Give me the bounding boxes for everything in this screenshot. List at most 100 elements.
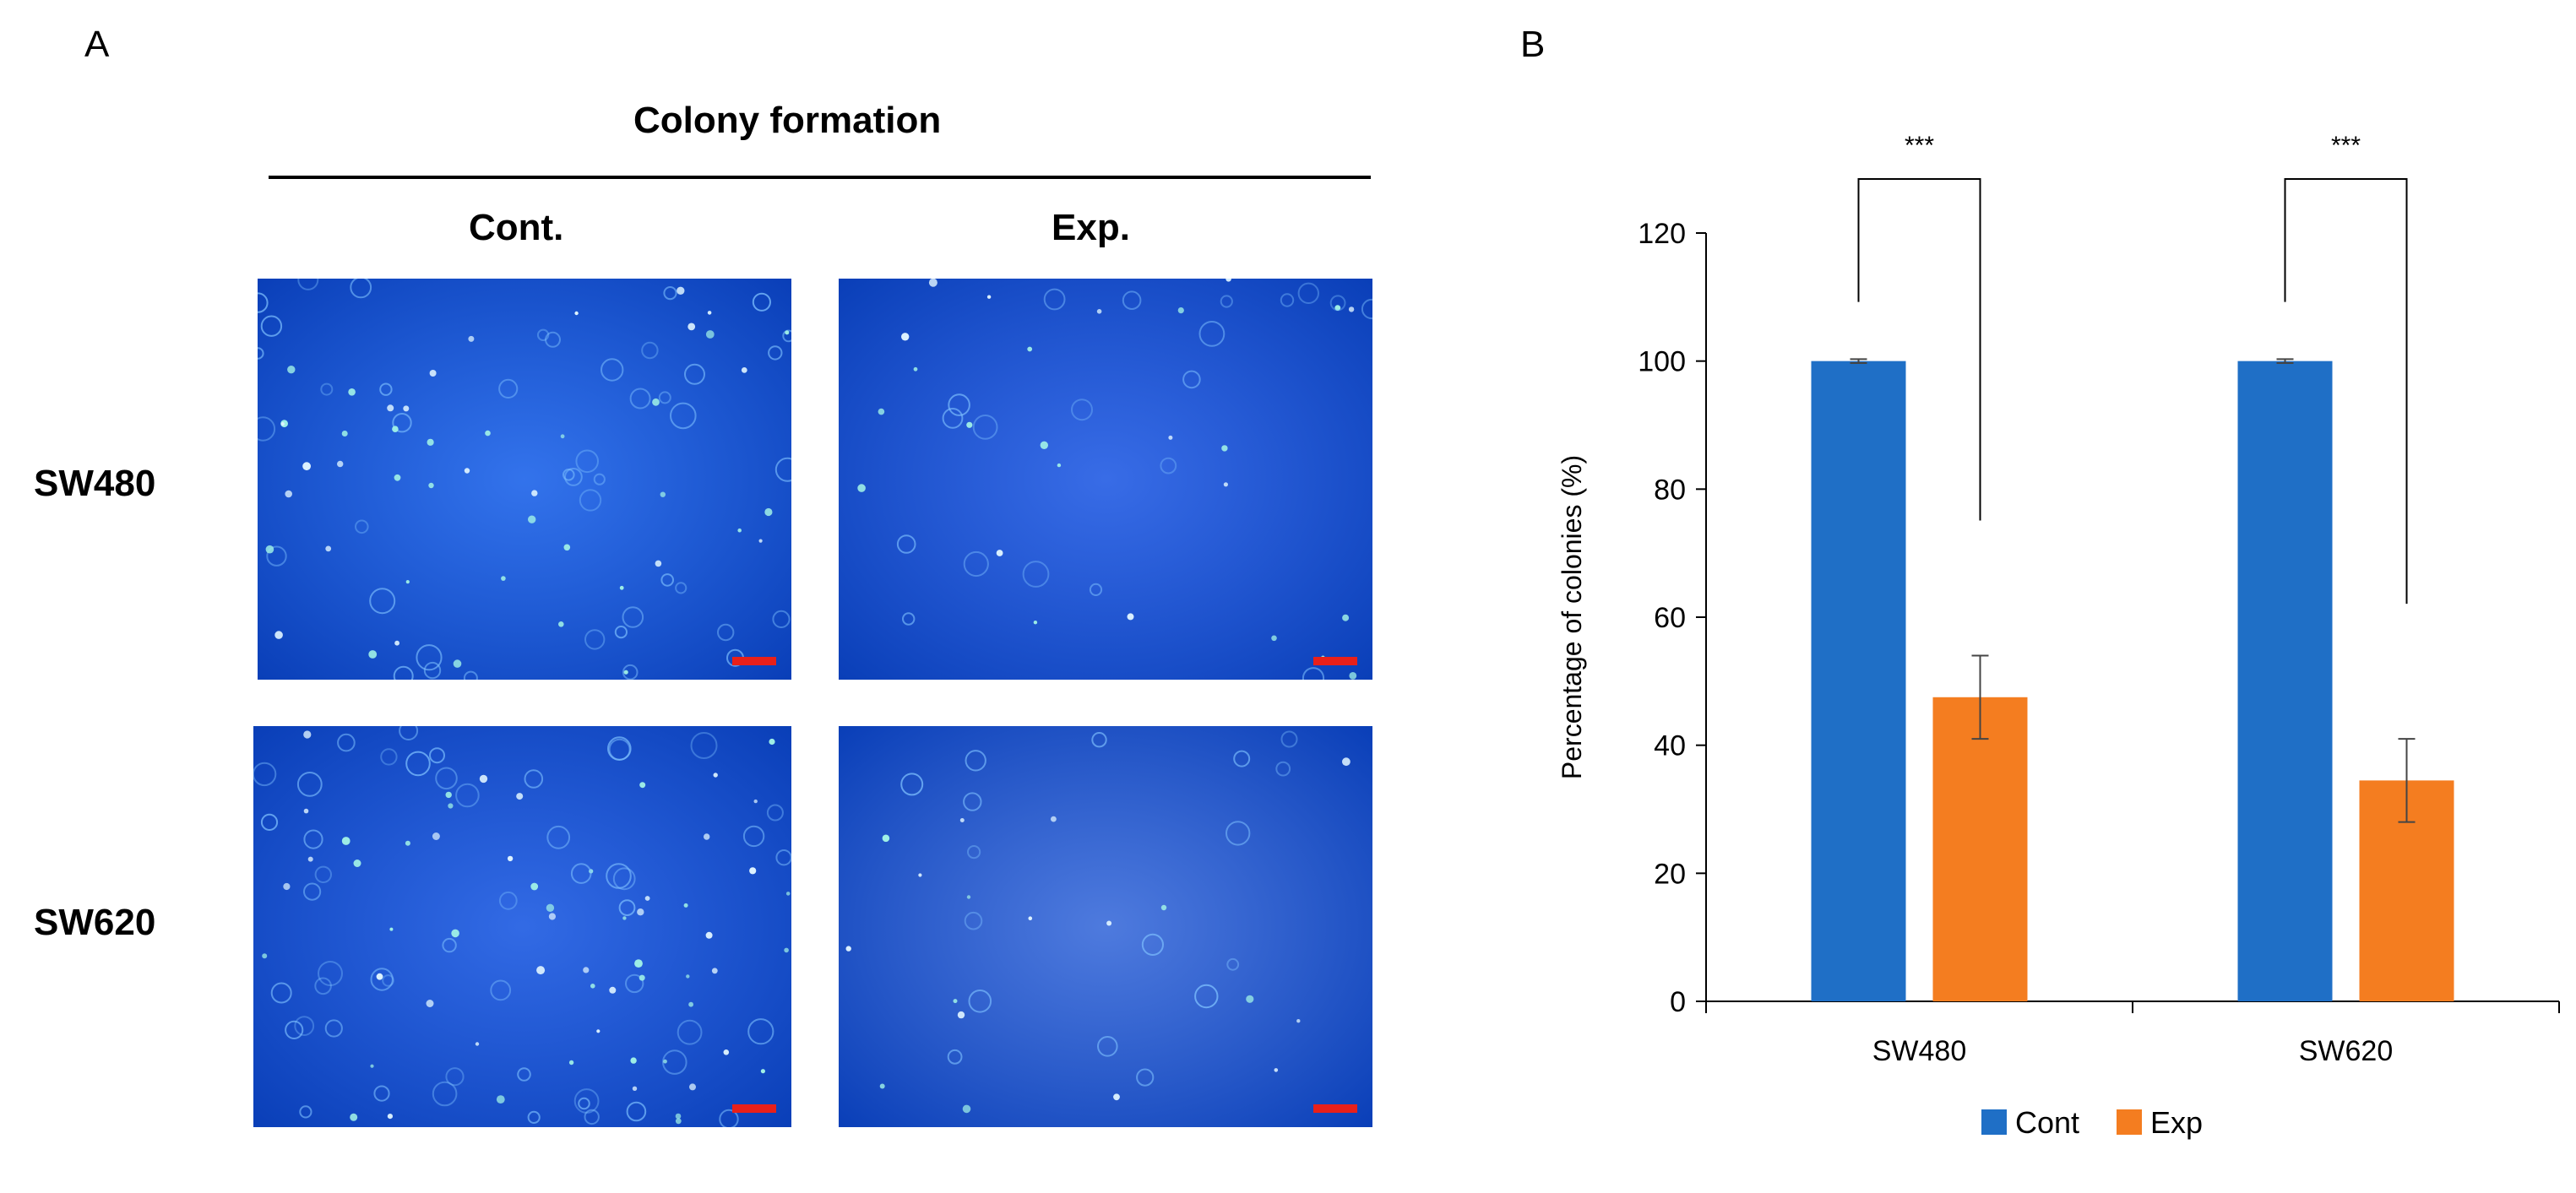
colony — [297, 279, 319, 290]
significance-bracket — [1857, 178, 1981, 521]
colony — [655, 560, 662, 567]
colony — [639, 974, 645, 981]
colony — [737, 528, 742, 533]
bar-cont-sw620 — [2237, 361, 2333, 1002]
colony — [1274, 1068, 1279, 1072]
colony — [629, 388, 651, 409]
colony — [546, 825, 571, 849]
colony — [318, 961, 343, 986]
colony — [683, 903, 688, 908]
colony — [1113, 1093, 1120, 1101]
colony — [857, 484, 866, 492]
colony — [524, 769, 544, 789]
colony — [355, 519, 369, 534]
colony — [389, 927, 394, 931]
colony — [1091, 732, 1107, 748]
colony — [545, 331, 561, 348]
colony — [959, 818, 965, 822]
colony — [370, 968, 394, 991]
colony — [516, 793, 524, 800]
colony — [468, 335, 475, 342]
colony — [967, 845, 981, 860]
colony — [947, 1049, 963, 1065]
row-label-sw620: SW620 — [34, 902, 156, 943]
colony — [498, 378, 519, 399]
colony — [782, 329, 791, 343]
colony — [536, 328, 550, 342]
colony — [564, 468, 583, 486]
micrograph-sw480-exp — [839, 279, 1372, 680]
colony — [609, 986, 617, 994]
colony — [1022, 561, 1050, 588]
colony — [1160, 904, 1167, 911]
colony — [752, 292, 772, 312]
colony — [986, 295, 992, 299]
colony — [432, 832, 440, 840]
colony — [1342, 614, 1350, 621]
colony — [662, 1049, 687, 1075]
colony — [957, 1011, 965, 1019]
colony — [966, 895, 971, 899]
colony — [393, 665, 414, 680]
colony — [455, 783, 480, 808]
scale-bar — [732, 1104, 776, 1113]
colony — [785, 330, 790, 335]
colony — [614, 626, 628, 639]
colony — [1177, 307, 1184, 314]
colony — [453, 659, 462, 668]
colony — [376, 973, 383, 980]
micrograph-background — [253, 726, 791, 1127]
colony — [658, 391, 671, 404]
colony — [963, 792, 982, 811]
colony — [403, 405, 410, 412]
colony — [584, 1109, 600, 1125]
colony — [741, 367, 747, 373]
colony — [845, 946, 851, 952]
colony — [303, 829, 323, 849]
colony — [405, 580, 410, 584]
micrograph-sw480-cont — [258, 279, 791, 680]
colony — [753, 799, 758, 804]
colony — [742, 825, 765, 848]
colony — [968, 990, 992, 1013]
colony — [1220, 295, 1233, 308]
colony — [405, 840, 410, 846]
colony — [900, 773, 924, 796]
colony — [463, 670, 478, 680]
legend-label-exp: Exp — [2150, 1105, 2203, 1140]
colony — [578, 1097, 590, 1110]
colony — [429, 370, 437, 377]
colony — [1280, 293, 1295, 307]
colony — [546, 903, 555, 912]
colony — [575, 449, 600, 474]
colony — [634, 959, 643, 968]
colony — [392, 413, 412, 433]
y-tick-label: 60 — [1654, 602, 1686, 634]
colony — [1348, 306, 1355, 312]
colony — [1182, 370, 1201, 389]
colony — [1127, 613, 1134, 621]
colony — [1233, 750, 1251, 767]
colony — [896, 534, 916, 554]
colony — [270, 982, 292, 1004]
colony — [517, 1067, 531, 1082]
colony — [1297, 282, 1319, 304]
colony — [675, 1113, 682, 1120]
colony — [1302, 667, 1325, 680]
colony — [663, 1059, 667, 1064]
colony — [1246, 995, 1254, 1003]
colony — [713, 773, 718, 778]
scale-bar — [732, 657, 776, 665]
colony — [528, 515, 536, 523]
colony — [260, 315, 283, 337]
row-label-sw480: SW480 — [34, 463, 156, 504]
colony — [280, 422, 285, 426]
panel-a-letter: A — [84, 24, 110, 65]
colony — [707, 311, 712, 315]
colony — [764, 507, 773, 517]
colony — [612, 867, 636, 891]
colony — [536, 966, 546, 975]
colony — [1226, 957, 1240, 971]
colony — [1160, 457, 1177, 474]
y-tick-label: 0 — [1670, 986, 1686, 1018]
